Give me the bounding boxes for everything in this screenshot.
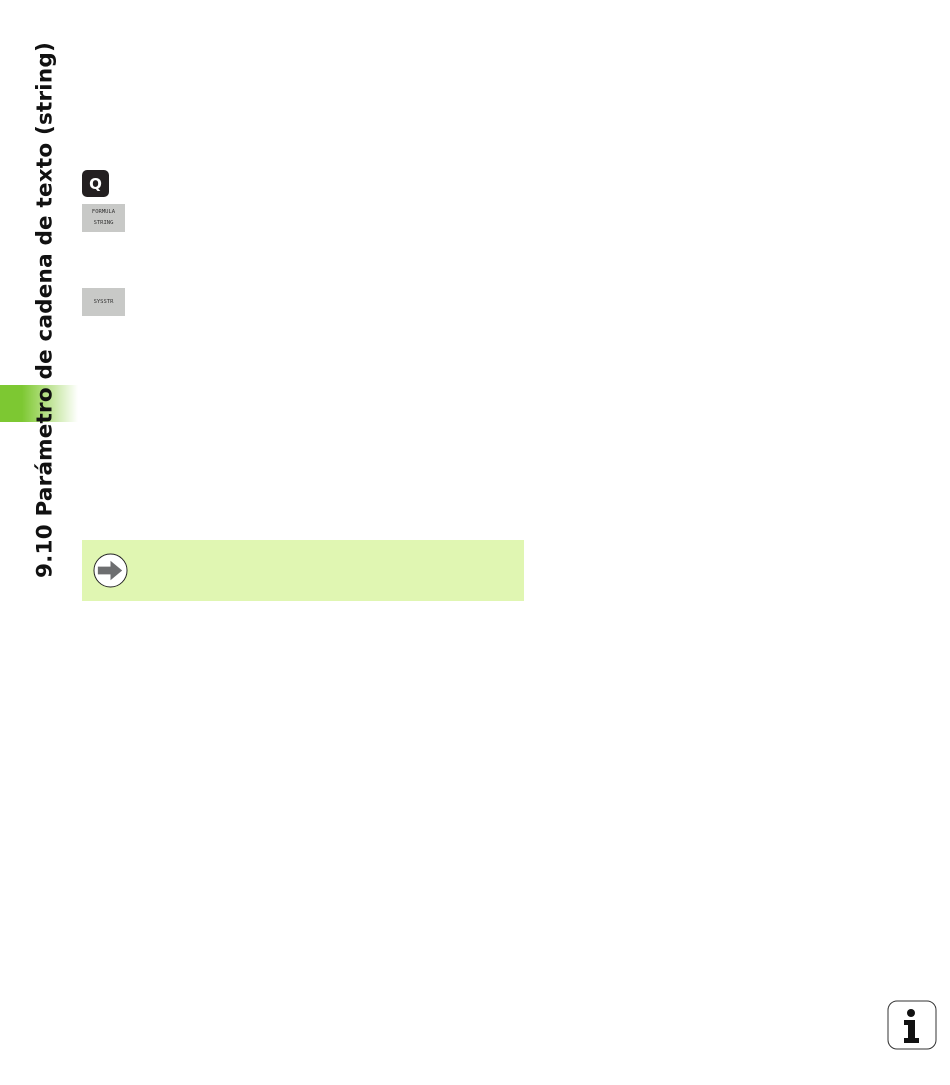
note-box [82, 540, 524, 601]
softkey-line-2: STRING [93, 220, 114, 226]
softkey-label: SYSSTR [93, 298, 114, 305]
chapter-tab [0, 385, 78, 422]
sysstr-softkey: SYSSTR [82, 288, 125, 316]
arrow-right-circle-icon [93, 553, 128, 588]
softkey-line-1: FORMULA [91, 209, 116, 215]
info-icon [887, 1000, 937, 1050]
q-key-icon: Q [82, 170, 109, 197]
formula-string-softkey: FORMULA STRING [82, 204, 125, 232]
section-title: 9.10 Parámetro de cadena de texto (strin… [32, 42, 58, 578]
